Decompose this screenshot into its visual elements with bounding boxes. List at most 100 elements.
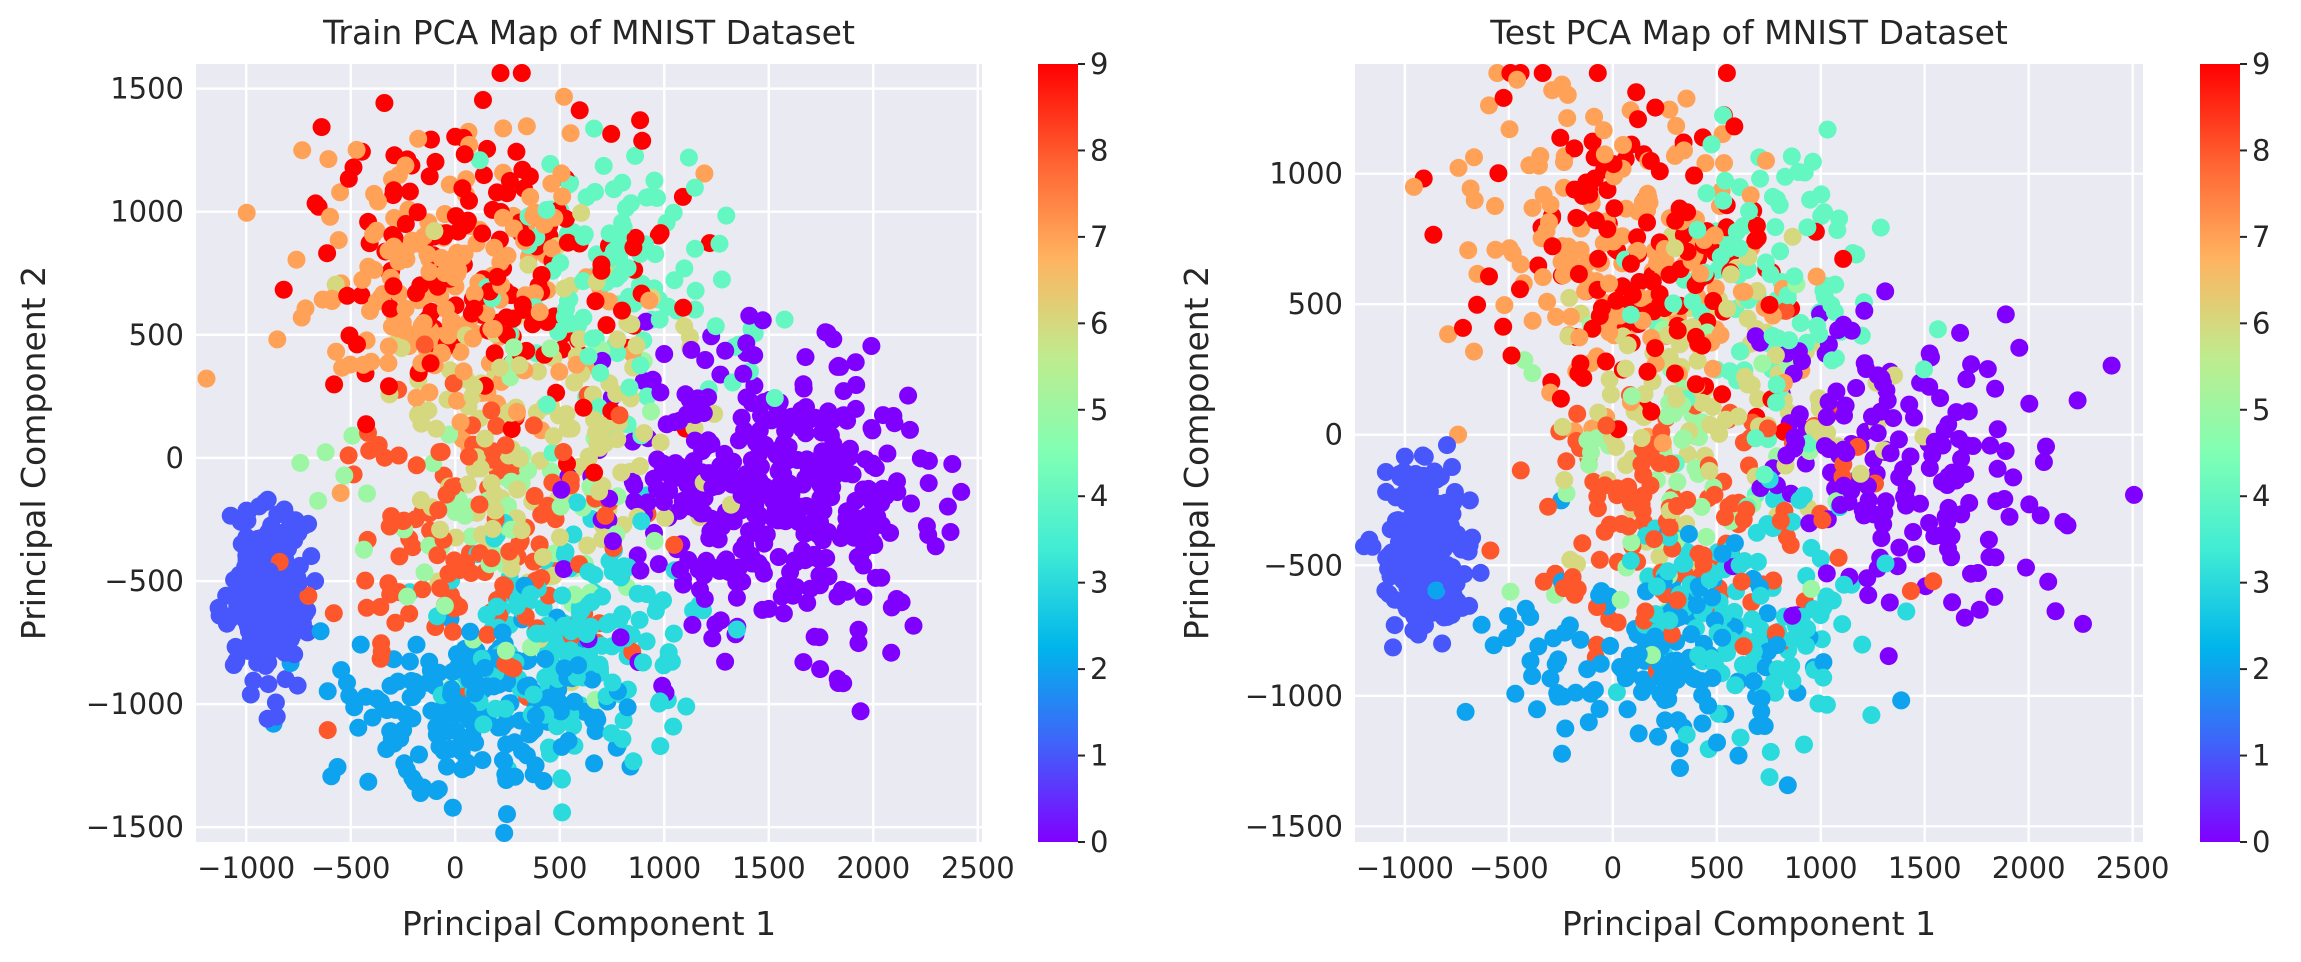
scatter-point — [1777, 527, 1796, 546]
scatter-point — [1592, 299, 1611, 317]
scatter-point — [1363, 537, 1382, 556]
scatter-point — [919, 474, 938, 493]
scatter-point — [1660, 679, 1679, 698]
scatter-point — [491, 358, 510, 377]
scatter-point — [389, 252, 408, 271]
scatter-point — [487, 416, 506, 435]
scatter-point — [363, 708, 382, 727]
scatter-point — [1795, 735, 1813, 754]
scatter-point — [339, 446, 358, 465]
scatter-point — [1713, 628, 1732, 647]
scatter-point — [482, 401, 501, 420]
y-tick-label: 500 — [1288, 287, 1343, 321]
scatter-point — [1864, 505, 1883, 524]
scatter-point — [311, 622, 330, 641]
scatter-point — [538, 496, 557, 515]
scatter-point — [805, 627, 824, 646]
scatter-point — [237, 203, 256, 222]
scatter-point — [1508, 70, 1527, 89]
scatter-point — [525, 284, 544, 303]
scatter-point — [428, 546, 447, 565]
scatter-point — [859, 479, 878, 498]
scatter-point — [486, 501, 505, 520]
scatter-point — [1734, 637, 1753, 656]
scatter-point — [351, 635, 370, 654]
scatter-point — [371, 649, 390, 668]
scatter-point — [1746, 429, 1765, 448]
scatter-point — [1703, 669, 1722, 687]
test-y-tick-labels: −1500 −1000 −500 0 500 1000 — [1245, 157, 1343, 844]
scatter-point — [553, 770, 571, 789]
scatter-point — [473, 751, 492, 770]
scatter-point — [1600, 370, 1619, 389]
scatter-point — [1643, 646, 1661, 664]
scatter-point — [1403, 553, 1422, 572]
scatter-point — [557, 405, 576, 424]
x-tick-label: 2000 — [1992, 851, 2066, 885]
scatter-point — [534, 624, 553, 643]
scatter-point — [753, 311, 772, 330]
scatter-point — [558, 233, 577, 252]
scatter-point — [1597, 416, 1616, 435]
scatter-point — [1880, 593, 1899, 612]
scatter-point — [318, 244, 337, 263]
scatter-point — [1892, 691, 1911, 710]
scatter-point — [1668, 591, 1687, 610]
scatter-point — [1785, 267, 1804, 286]
scatter-point — [675, 317, 694, 336]
scatter-point — [1795, 163, 1814, 182]
scatter-point — [1433, 519, 1452, 538]
scatter-point — [1697, 527, 1716, 546]
scatter-point — [455, 506, 474, 525]
scatter-point — [1868, 424, 1887, 443]
scatter-point — [1942, 548, 1961, 567]
scatter-point — [665, 535, 684, 554]
scatter-point — [498, 184, 517, 203]
scatter-point — [1996, 305, 2015, 324]
scatter-point — [1668, 321, 1687, 340]
scatter-point — [1700, 570, 1719, 589]
scatter-point — [790, 501, 809, 519]
scatter-point — [703, 478, 722, 497]
scatter-point — [1734, 510, 1753, 529]
scatter-point — [775, 310, 794, 329]
scatter-point — [318, 721, 337, 740]
scatter-point — [1611, 590, 1630, 609]
x-tick-label: 1500 — [1888, 851, 1962, 885]
scatter-point — [646, 245, 665, 264]
scatter-point — [520, 725, 539, 744]
scatter-point — [564, 525, 583, 544]
scatter-point — [521, 187, 540, 206]
scatter-point — [543, 239, 561, 258]
scatter-point — [743, 554, 762, 573]
scatter-point — [1590, 550, 1609, 569]
scatter-point — [620, 378, 639, 397]
scatter-point — [695, 164, 714, 183]
scatter-point — [1578, 431, 1597, 450]
scatter-point — [1876, 554, 1895, 573]
scatter-point — [1662, 625, 1681, 644]
scatter-point — [727, 620, 746, 639]
scatter-point — [356, 687, 375, 706]
scatter-point — [1755, 717, 1774, 735]
scatter-point — [359, 257, 378, 276]
scatter-point — [427, 782, 446, 800]
scatter-point — [1596, 352, 1615, 371]
scatter-point — [1835, 575, 1853, 594]
scatter-point — [1743, 610, 1761, 629]
scatter-point — [379, 354, 398, 373]
scatter-point — [581, 617, 600, 636]
scatter-point — [831, 357, 850, 376]
scatter-point — [1390, 465, 1409, 484]
scatter-point — [1970, 600, 1989, 619]
y-tick-label: 1000 — [1269, 157, 1343, 191]
x-tick-label: 2000 — [836, 851, 910, 885]
scatter-point — [1471, 563, 1490, 582]
scatter-point — [1558, 109, 1577, 128]
scatter-point — [507, 142, 526, 161]
x-tick-label: 0 — [446, 851, 464, 885]
scatter-point — [427, 419, 446, 438]
scatter-point — [635, 424, 653, 443]
scatter-point — [458, 475, 477, 494]
scatter-point — [362, 352, 381, 371]
